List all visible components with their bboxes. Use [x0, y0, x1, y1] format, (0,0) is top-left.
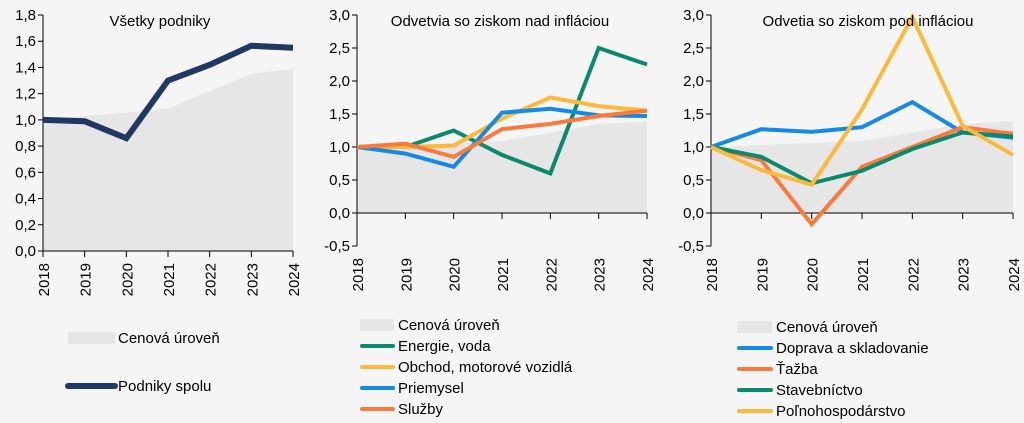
y-tick-label: 0,8	[15, 138, 36, 155]
legend-label: Stavebníctvo	[776, 382, 863, 399]
y-tick-label: 2,0	[683, 73, 704, 90]
y-tick-label: 1,0	[15, 112, 36, 129]
x-tick-label: 2022	[543, 258, 560, 291]
x-tick-label: 2024	[1006, 258, 1023, 291]
y-tick-label: 1,0	[329, 139, 350, 156]
legend-label: Poľnohospodárstvo	[776, 403, 905, 420]
chart-title: Všetky podniky	[110, 13, 211, 30]
legend-label: Cenová úroveň	[398, 317, 500, 334]
legend-label: Ťažba	[776, 361, 818, 378]
y-tick-label: 1,5	[683, 106, 704, 123]
x-tick-label: 2019	[754, 258, 771, 291]
legend: Cenová úroveň Doprava a skladovanie Ťažba S…	[737, 319, 929, 420]
y-tick-label: 0,5	[683, 172, 704, 189]
legend-label: Služby	[398, 401, 444, 418]
x-tick-label: 2023	[956, 258, 973, 291]
series-line-stavebn-ctvo	[710, 130, 1014, 186]
y-tick-label: 1,4	[15, 59, 36, 76]
chart-title: Odvetvia so ziskom nad infláciou	[391, 13, 609, 30]
x-tick-label: 2018	[350, 258, 367, 291]
y-tick-label: 0,0	[683, 205, 704, 222]
y-tick-label: 1,6	[15, 33, 36, 50]
price-level-area	[43, 68, 293, 251]
y-tick-label: 0,4	[15, 191, 36, 208]
y-tick-label: 2,0	[329, 73, 350, 90]
series-line-po-nohospod-rstvo	[710, 12, 1014, 187]
x-tick-label: 2021	[855, 258, 872, 291]
x-tick-label: 2018	[36, 263, 53, 296]
y-tick-label: 1,5	[329, 106, 350, 123]
x-tick-label: 2018	[704, 258, 721, 291]
legend: Cenová úroveň Podniky spolu	[65, 330, 220, 395]
chart-title: Odvetia so ziskom pod infláciou	[763, 13, 974, 30]
legend-label: Energie, voda	[398, 338, 491, 355]
y-tick-label: 1,8	[15, 7, 36, 24]
chart-3: -0,5 0,0 0,5 1,0 1,5 2,0 2,5 3,0 2018 2019 2020 202…	[678, 7, 1023, 420]
chart-2: -0,5 0,0 0,5 1,0 1,5 2,0 2,5 3,0 2018 2019 2020 202…	[324, 7, 657, 418]
legend-swatch-area	[68, 332, 115, 344]
x-tick-label: 2021	[495, 258, 512, 291]
x-tick-label: 2019	[78, 263, 95, 296]
x-tick-label: 2023	[592, 258, 609, 291]
x-tick-label: 2024	[286, 263, 303, 296]
x-tick-label: 2022	[203, 263, 220, 296]
x-tick-label: 2022	[905, 258, 922, 291]
y-tick-label: 0,0	[15, 243, 36, 260]
legend-label: Podniky spolu	[118, 378, 211, 395]
x-tick-label: 2024	[640, 258, 657, 291]
y-tick-label: 1,2	[15, 86, 36, 103]
x-tick-label: 2020	[119, 263, 136, 296]
y-tick-label: -0,5	[324, 238, 350, 255]
y-tick-label: 1,0	[683, 139, 704, 156]
legend-label: Cenová úroveň	[118, 330, 220, 347]
legend-label: Priemysel	[398, 380, 464, 397]
x-tick-label: 2021	[161, 263, 178, 296]
legend-label: Doprava a skladovanie	[776, 340, 929, 357]
y-tick-label: 2,5	[683, 40, 704, 57]
y-tick-label: 2,5	[329, 40, 350, 57]
x-tick-label: 2023	[244, 263, 261, 296]
y-tick-label: 3,0	[683, 7, 704, 24]
y-tick-label: 0,2	[15, 217, 36, 234]
legend: Cenová úroveň Energie, voda Obchod, motoro…	[360, 317, 573, 418]
x-tick-label: 2020	[805, 258, 822, 291]
y-tick-label: 0,6	[15, 164, 36, 181]
series-line-podniky-spolu	[42, 42, 294, 142]
chart-1: 0,0 0,2 0,4 0,6 0,8 1,0 1,2 1,4 1,6 1,8 2018 2019 20…	[15, 7, 303, 395]
y-tick-label: 3,0	[329, 7, 350, 24]
y-tick-label: -0,5	[678, 238, 704, 255]
legend-swatch-area	[737, 321, 772, 333]
y-tick-label: 0,0	[329, 205, 350, 222]
series-line-obchod-motorov-vozidl-	[357, 95, 648, 149]
x-tick-label: 2020	[447, 258, 464, 291]
legend-label: Cenová úroveň	[776, 319, 878, 336]
x-tick-label: 2019	[398, 258, 415, 291]
legend-swatch-area	[360, 319, 394, 331]
price-level-area	[357, 121, 647, 213]
legend-label: Obchod, motorové vozidlá	[398, 359, 573, 376]
series-line-slu-by	[356, 108, 648, 160]
y-tick-label: 0,5	[329, 172, 350, 189]
